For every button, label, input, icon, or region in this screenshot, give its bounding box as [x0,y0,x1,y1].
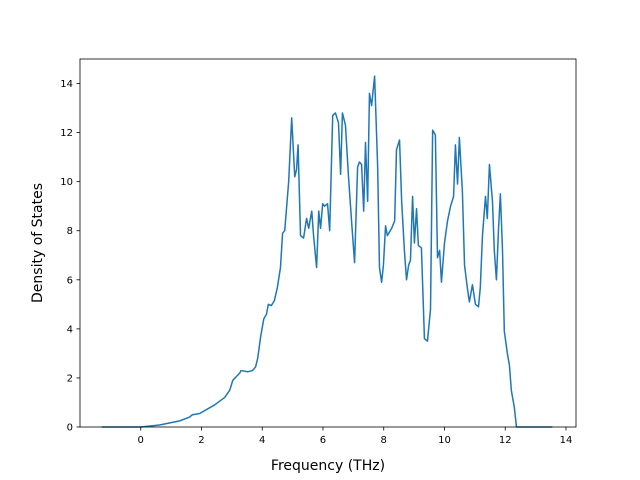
x-tick-label: 8 [381,435,387,446]
y-tick-label: 10 [60,177,73,188]
y-axis-label: Density of States [30,183,46,303]
y-tick-label: 0 [67,423,73,434]
x-tick-label: 0 [138,435,144,446]
x-tick-label: 10 [438,435,451,446]
data-line [101,75,553,428]
y-tick-label: 14 [60,79,73,90]
axes-frame [79,58,577,428]
y-tick-label: 8 [67,226,73,237]
x-tick-label: 2 [198,435,204,446]
x-tick-label: 14 [560,435,573,446]
y-tick-label: 12 [60,128,73,139]
x-tick-label: 12 [499,435,512,446]
y-tick-label: 6 [67,275,73,286]
x-tick-label: 4 [259,435,265,446]
x-axis-label: Frequency (THz) [271,458,385,474]
x-tick-label: 6 [320,435,326,446]
y-tick-label: 2 [67,373,73,384]
y-tick-label: 4 [67,324,73,335]
